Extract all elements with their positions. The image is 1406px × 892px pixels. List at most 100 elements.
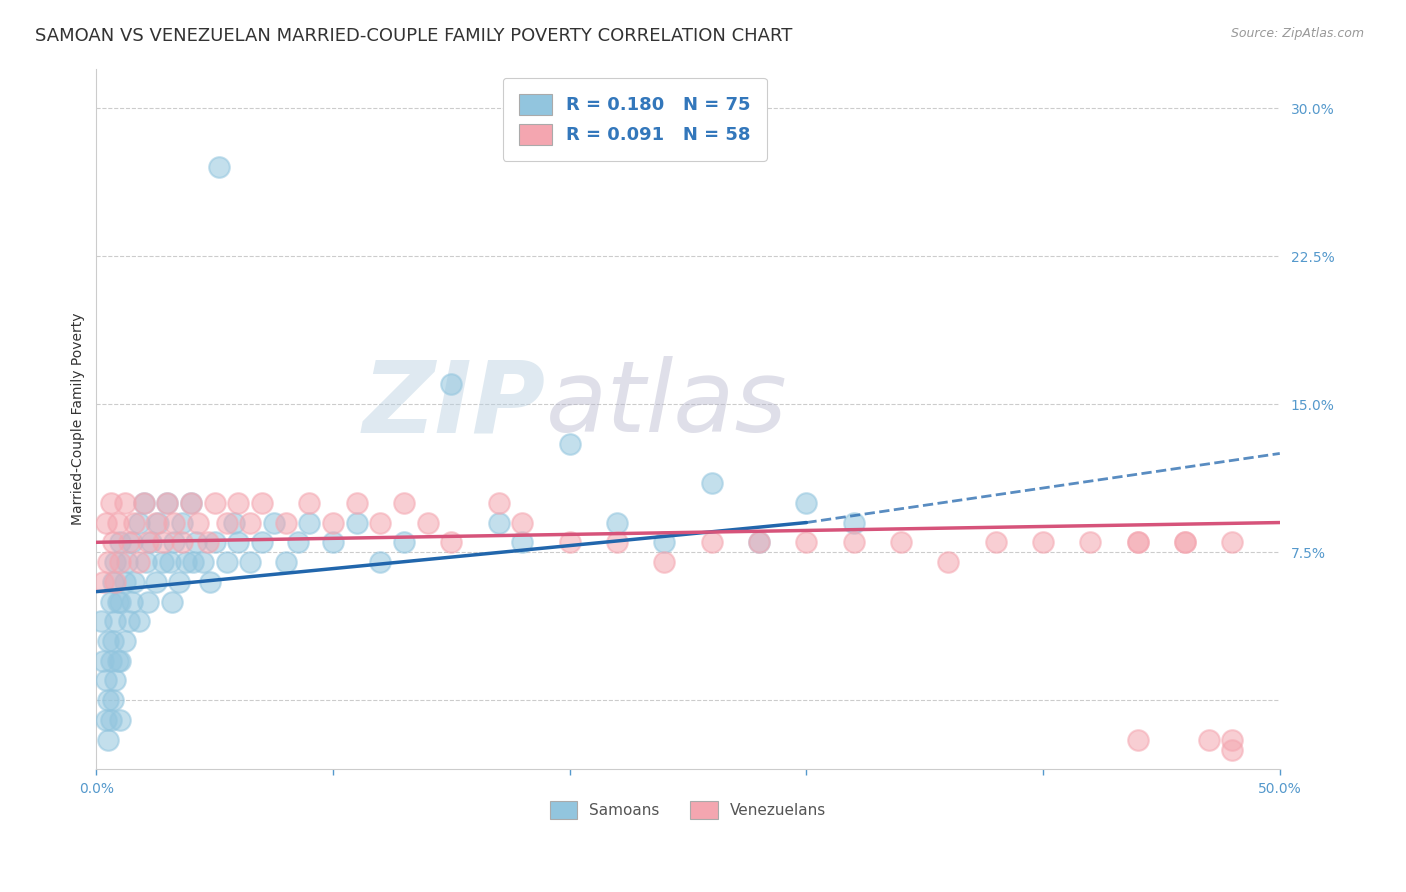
Samoans (170, 516, 193, 530)
Venezuelans (1080, 535, 1102, 549)
Venezuelans (108, 555, 131, 569)
Samoans (121, 535, 143, 549)
Venezuelans (100, 496, 122, 510)
Text: atlas: atlas (546, 357, 787, 453)
Samoans (274, 555, 297, 569)
Samoans (100, 713, 122, 727)
Venezuelans (346, 496, 368, 510)
Venezuelans (298, 496, 321, 510)
Samoans (440, 377, 463, 392)
Samoans (191, 555, 214, 569)
Venezuelans (1198, 732, 1220, 747)
Samoans (160, 594, 183, 608)
Venezuelans (796, 535, 818, 549)
Samoans (346, 516, 368, 530)
Venezuelans (938, 555, 960, 569)
Samoans (159, 555, 181, 569)
Venezuelans (842, 535, 865, 549)
Venezuelans (1032, 535, 1054, 549)
Samoans (128, 614, 150, 628)
Venezuelans (1222, 535, 1244, 549)
Venezuelans (890, 535, 912, 549)
Samoans (208, 160, 231, 174)
Venezuelans (250, 496, 273, 510)
Samoans (152, 555, 174, 569)
Samoans (167, 574, 190, 589)
Samoans (184, 535, 207, 549)
Samoans (174, 555, 197, 569)
Venezuelans (370, 516, 392, 530)
Samoans (121, 594, 143, 608)
Samoans (93, 654, 115, 668)
Samoans (97, 634, 120, 648)
Samoans (115, 555, 138, 569)
Y-axis label: Married-Couple Family Poverty: Married-Couple Family Poverty (72, 313, 86, 525)
Venezuelans (114, 496, 136, 510)
Samoans (222, 516, 245, 530)
Samoans (114, 574, 136, 589)
Venezuelans (187, 516, 209, 530)
Samoans (146, 516, 169, 530)
Samoans (370, 555, 392, 569)
Legend: Samoans, Venezuelans: Samoans, Venezuelans (544, 795, 832, 825)
Venezuelans (392, 496, 415, 510)
Samoans (108, 535, 131, 549)
Venezuelans (204, 496, 226, 510)
Venezuelans (180, 496, 202, 510)
Samoans (748, 535, 770, 549)
Samoans (104, 673, 127, 688)
Text: Source: ZipAtlas.com: Source: ZipAtlas.com (1230, 27, 1364, 40)
Venezuelans (94, 516, 117, 530)
Samoans (101, 693, 124, 707)
Samoans (204, 535, 226, 549)
Samoans (488, 516, 510, 530)
Venezuelans (322, 516, 344, 530)
Samoans (322, 535, 344, 549)
Samoans (108, 594, 131, 608)
Samoans (135, 555, 157, 569)
Samoans (108, 654, 131, 668)
Samoans (132, 496, 155, 510)
Samoans (139, 535, 162, 549)
Samoans (215, 555, 238, 569)
Samoans (107, 654, 129, 668)
Venezuelans (1126, 535, 1149, 549)
Samoans (392, 535, 415, 549)
Samoans (94, 713, 117, 727)
Venezuelans (1174, 535, 1197, 549)
Samoans (104, 555, 127, 569)
Samoans (180, 496, 202, 510)
Venezuelans (700, 535, 723, 549)
Venezuelans (1222, 742, 1244, 756)
Venezuelans (104, 574, 127, 589)
Venezuelans (228, 496, 250, 510)
Samoans (114, 634, 136, 648)
Samoans (198, 574, 221, 589)
Samoans (228, 535, 250, 549)
Venezuelans (138, 535, 160, 549)
Venezuelans (1126, 535, 1149, 549)
Samoans (118, 614, 141, 628)
Samoans (163, 535, 186, 549)
Venezuelans (1126, 732, 1149, 747)
Text: SAMOAN VS VENEZUELAN MARRIED-COUPLE FAMILY POVERTY CORRELATION CHART: SAMOAN VS VENEZUELAN MARRIED-COUPLE FAMI… (35, 27, 793, 45)
Samoans (108, 713, 131, 727)
Venezuelans (97, 555, 120, 569)
Samoans (90, 614, 112, 628)
Venezuelans (132, 496, 155, 510)
Samoans (101, 574, 124, 589)
Samoans (156, 496, 179, 510)
Venezuelans (416, 516, 439, 530)
Samoans (97, 732, 120, 747)
Venezuelans (156, 496, 179, 510)
Venezuelans (440, 535, 463, 549)
Samoans (107, 594, 129, 608)
Samoans (100, 594, 122, 608)
Venezuelans (122, 516, 145, 530)
Venezuelans (118, 535, 141, 549)
Samoans (145, 574, 167, 589)
Venezuelans (1222, 732, 1244, 747)
Samoans (250, 535, 273, 549)
Samoans (104, 614, 127, 628)
Venezuelans (274, 516, 297, 530)
